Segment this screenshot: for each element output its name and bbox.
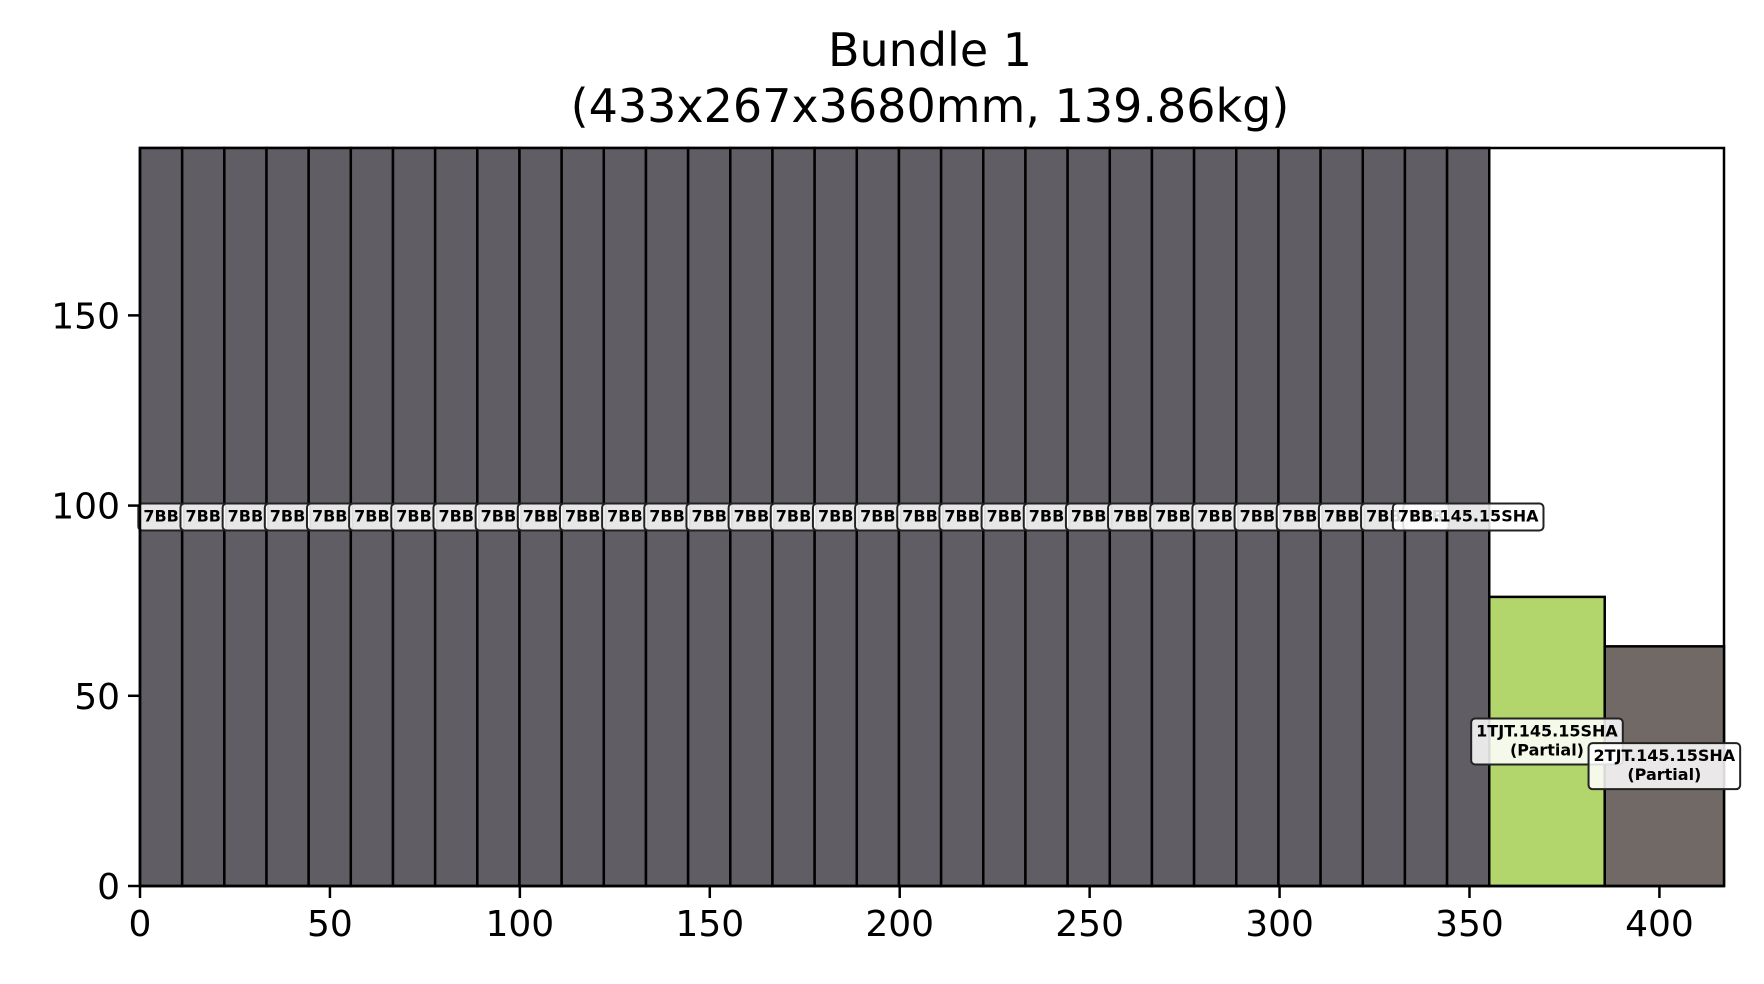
piece-label: 7BB	[1240, 507, 1276, 526]
piece-label: 7BB	[944, 507, 980, 526]
x-tick-label: 200	[865, 904, 934, 945]
chart-title: Bundle 1	[828, 23, 1032, 77]
piece-label: 7BB	[1113, 507, 1149, 526]
piece-label: 2TJT.145.15SHA	[1594, 746, 1736, 765]
labels-layer: 7BB 7BB 7BB 7BB 7BB 7BB 7BB 7BB 7BB 7BB 7BB 7BB 7BB 7…	[137, 502, 1742, 791]
piece-label: 7BB	[1197, 507, 1233, 526]
piece-label: 7BB	[1029, 507, 1065, 526]
x-tick-label: 350	[1435, 904, 1504, 945]
piece-label: 7BB	[565, 507, 601, 526]
piece-label: 7BB	[902, 507, 938, 526]
piece-label: 7BB	[1071, 507, 1107, 526]
piece-label: 7BB	[818, 507, 854, 526]
x-tick-label: 400	[1625, 904, 1694, 945]
y-tick-label: 50	[74, 677, 120, 718]
x-tick-label: 250	[1055, 904, 1124, 945]
piece-label: 7BB	[354, 507, 390, 526]
x-tick-label: 300	[1245, 904, 1314, 945]
piece-label: 7BB	[1155, 507, 1191, 526]
piece-label: 7BB	[860, 507, 896, 526]
piece-label: 7BB	[776, 507, 812, 526]
x-tick-label: 150	[675, 904, 744, 945]
x-tick-label: 100	[485, 904, 554, 945]
piece-label: 7BB	[734, 507, 770, 526]
piece-label: 7BB	[607, 507, 643, 526]
piece-label: 7BB	[228, 507, 264, 526]
piece-label-box	[1470, 717, 1624, 766]
piece-label: 7BB.145.15SHA	[1398, 507, 1539, 526]
piece-label: 7BB	[691, 507, 727, 526]
x-tick-label: 50	[307, 904, 353, 945]
piece-label: (Partial)	[1627, 765, 1701, 784]
piece-label-box	[1587, 742, 1742, 791]
piece-label: 7BB	[1282, 507, 1318, 526]
piece-label: 7BB	[523, 507, 559, 526]
axes-layer: 0 50 100 150 200 250 300 350 400 0 50 100 150	[51, 148, 1724, 945]
piece-label: (Partial)	[1510, 740, 1584, 759]
piece-label: 7BB	[185, 507, 221, 526]
piece-label: 7BB	[270, 507, 306, 526]
y-tick-label: 150	[51, 296, 120, 337]
piece-label: 7BB	[312, 507, 348, 526]
y-tick-label: 100	[51, 487, 120, 528]
piece-label: 7BB	[1324, 507, 1360, 526]
piece-label-box	[1391, 502, 1545, 532]
piece-label: 7BB	[396, 507, 432, 526]
piece-label: 7BB	[438, 507, 474, 526]
chart-subtitle: (433x267x3680mm, 139.86kg)	[571, 79, 1290, 133]
piece-label: 7BB	[143, 507, 179, 526]
y-tick-label: 0	[97, 867, 120, 908]
piece-label: 7BB	[649, 507, 685, 526]
piece-label: 7BB	[481, 507, 517, 526]
piece-label: 7BB	[987, 507, 1023, 526]
piece-label: 1TJT.145.15SHA	[1476, 721, 1618, 740]
x-tick-label: 0	[129, 904, 152, 945]
